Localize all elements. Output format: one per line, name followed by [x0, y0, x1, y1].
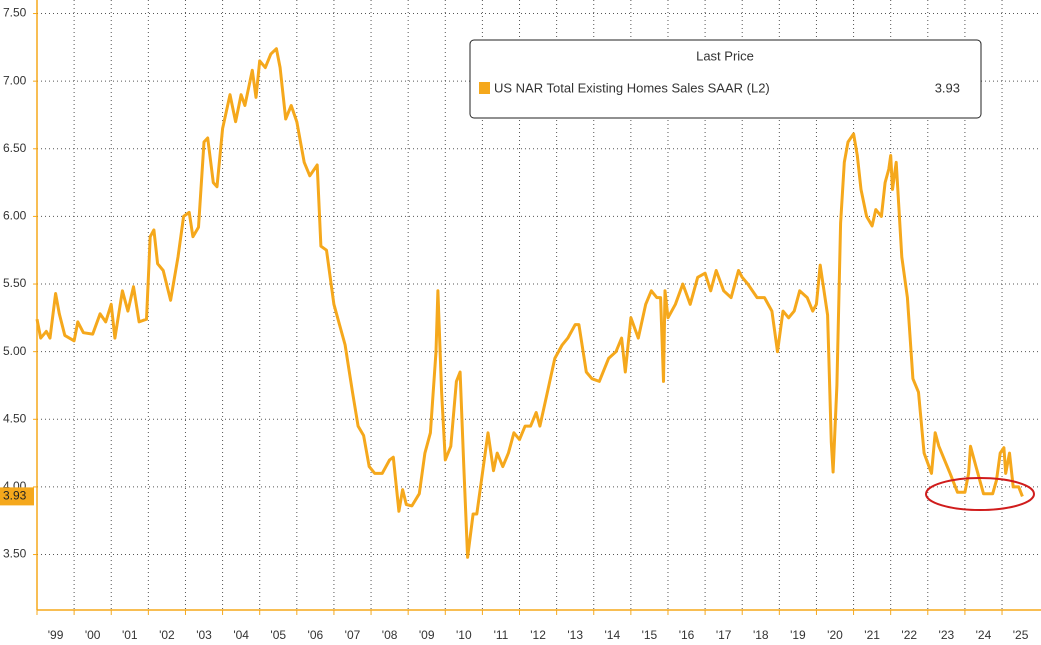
x-tick-label: '11	[494, 628, 509, 642]
y-tick-label: 7.00	[3, 73, 27, 87]
x-tick-label: '15	[642, 628, 658, 642]
x-tick-label: '25	[1013, 628, 1029, 642]
x-tick-label: '04	[233, 628, 249, 642]
x-tick-label: '18	[753, 628, 769, 642]
grid: 3.504.004.505.005.506.006.507.007.50'99 '…	[3, 0, 1041, 642]
x-tick-label: '07	[345, 628, 361, 642]
plot: 3.93	[0, 47, 1024, 559]
x-tick-label: '05	[270, 628, 286, 642]
x-tick-label: '12	[530, 628, 546, 642]
x-tick-label: '14	[604, 628, 620, 642]
x-tick-label: '20	[827, 628, 843, 642]
series-line	[35, 47, 1024, 559]
y-tick-label: 6.50	[3, 141, 27, 155]
x-tick-label: '09	[419, 628, 435, 642]
x-tick-label: '13	[567, 628, 583, 642]
y-tick-label: 3.50	[3, 547, 27, 561]
legend-title: Last Price	[696, 48, 754, 63]
y-tick-label: 5.50	[3, 276, 27, 290]
y-tick-label: 6.00	[3, 209, 27, 223]
x-tick-label: '03	[196, 628, 212, 642]
x-tick-label: '10	[456, 628, 472, 642]
x-tick-label: '19	[790, 628, 806, 642]
x-tick-label: '17	[716, 628, 732, 642]
x-tick-label: '99	[48, 628, 64, 642]
last-price-label: 3.93	[3, 489, 27, 503]
x-tick-label: '08	[382, 628, 398, 642]
legend-box	[469, 39, 982, 119]
last-price-box	[0, 487, 34, 506]
x-tick-label: '00	[85, 628, 101, 642]
x-tick-label: '06	[308, 628, 324, 642]
legend-swatch	[479, 82, 490, 94]
x-tick-label: '16	[679, 628, 695, 642]
y-tick-label: 4.50	[3, 411, 27, 425]
x-tick-label: '01	[122, 628, 138, 642]
x-tick-label: '24	[976, 628, 992, 642]
x-tick-label: '22	[901, 628, 917, 642]
legend-label: US NAR Total Existing Homes Sales SAAR (…	[494, 80, 770, 95]
legend: Last Price US NAR Total Existing Homes S…	[469, 39, 982, 119]
highlight-ellipse	[925, 477, 1035, 511]
x-tick-label: '23	[939, 628, 955, 642]
y-tick-label: 7.50	[3, 6, 27, 20]
legend-value: 3.93	[935, 80, 960, 95]
x-tick-label: '02	[159, 628, 175, 642]
x-tick-label: '21	[864, 628, 880, 642]
y-tick-label: 5.00	[3, 344, 27, 358]
